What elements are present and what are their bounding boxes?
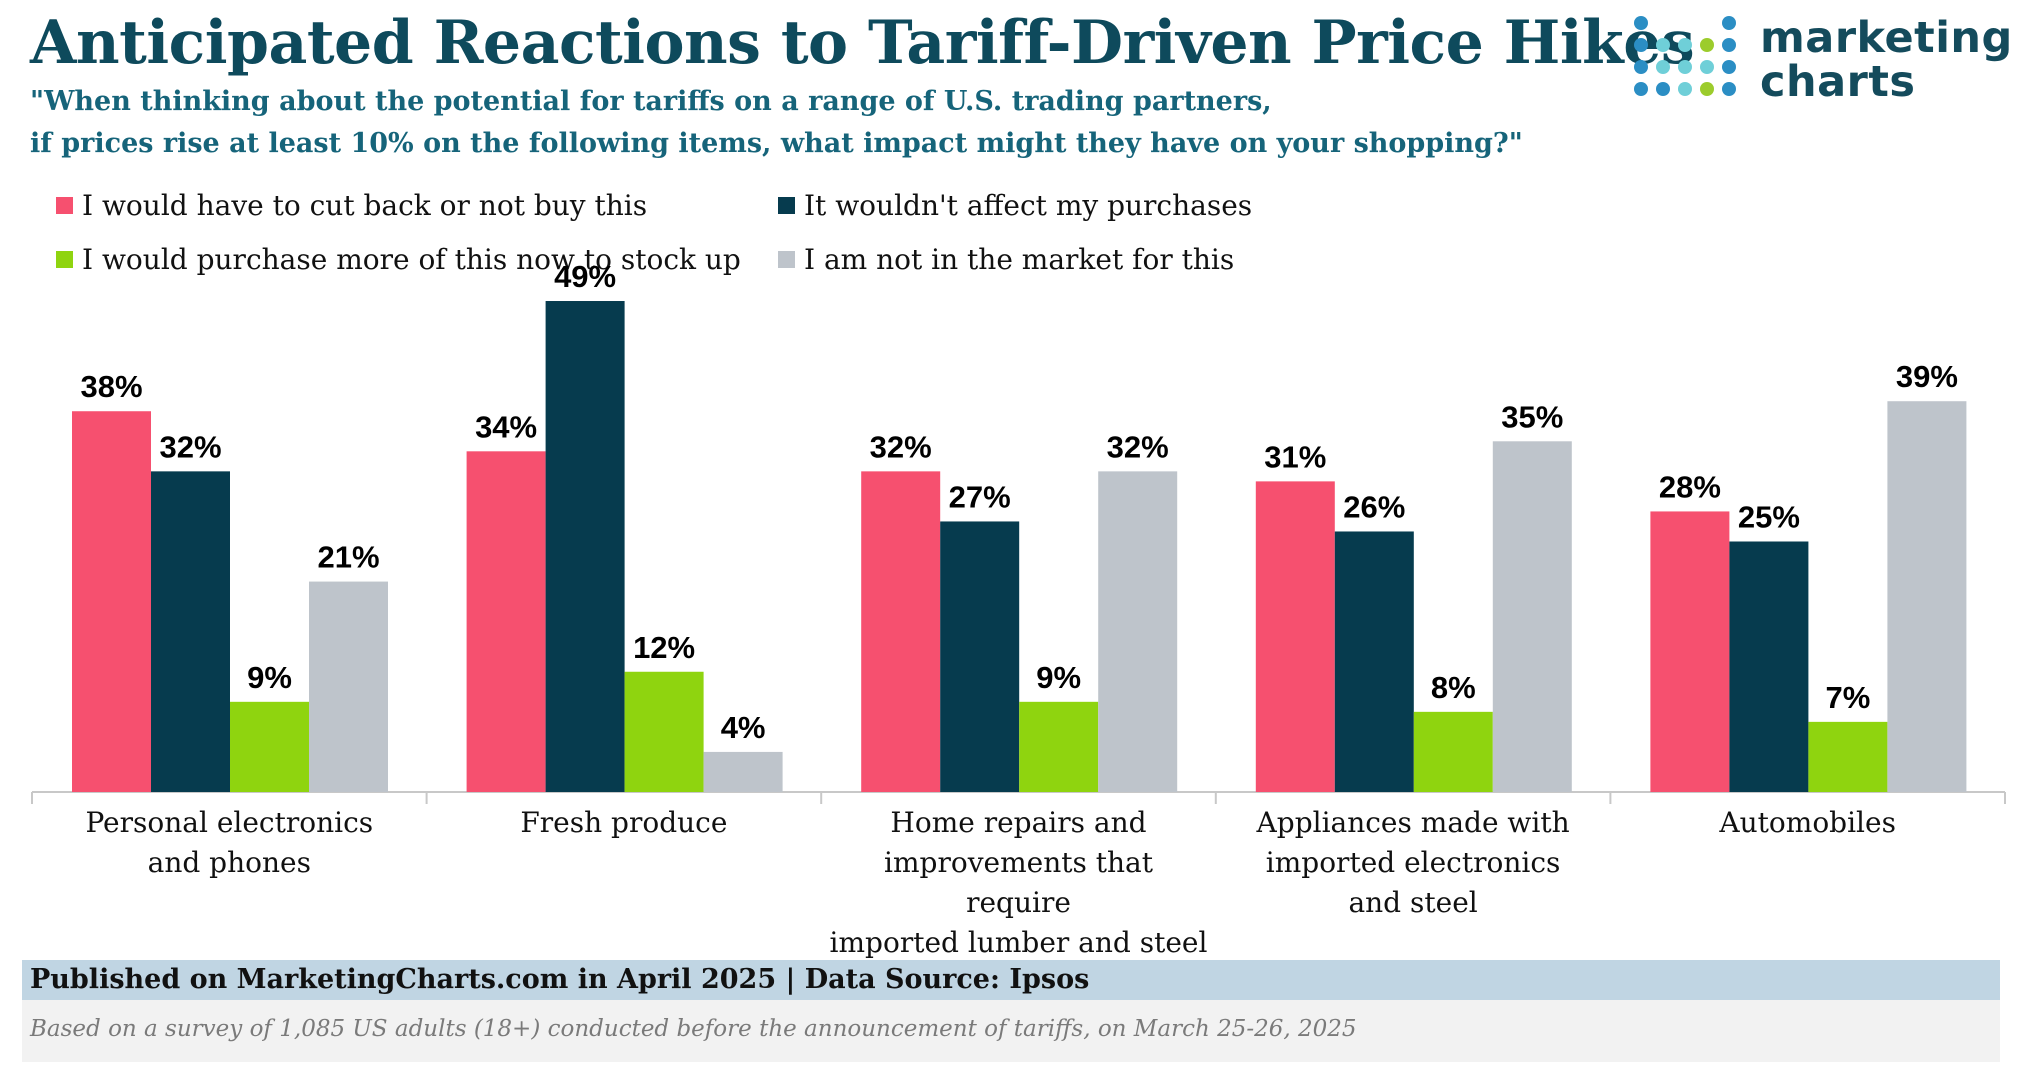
bar-series-2-category-0 bbox=[230, 701, 309, 792]
chart-subtitle-line-1: "When thinking about the potential for t… bbox=[30, 86, 1272, 117]
data-label-series-0-category-1: 34% bbox=[475, 409, 537, 444]
data-label-series-1-category-4: 25% bbox=[1738, 499, 1800, 534]
legend-item-stock-up: I would purchase more of this now to sto… bbox=[56, 243, 741, 277]
data-label-series-2-category-1: 12% bbox=[633, 630, 695, 665]
data-label-series-1-category-3: 26% bbox=[1343, 489, 1405, 524]
logo-dot bbox=[1634, 38, 1648, 52]
data-label-series-2-category-2: 9% bbox=[1036, 660, 1081, 695]
data-label-series-2-category-0: 9% bbox=[247, 660, 292, 695]
marketingcharts-logo: marketing charts bbox=[1634, 12, 2012, 112]
legend-swatch-stock-up bbox=[56, 251, 73, 268]
data-label-series-3-category-3: 35% bbox=[1501, 399, 1563, 434]
footer-bar: Published on MarketingCharts.com in Apri… bbox=[22, 960, 2000, 1000]
bar-series-1-category-2 bbox=[940, 521, 1020, 792]
logo-dot bbox=[1634, 60, 1648, 74]
data-label-series-2-category-4: 7% bbox=[1825, 680, 1870, 715]
legend-item-cut-back: I would have to cut back or not buy this bbox=[56, 189, 647, 223]
legend-item-not-in-market: I am not in the market for this bbox=[778, 243, 1234, 277]
data-label-series-3-category-0: 21% bbox=[317, 540, 379, 575]
bar-series-2-category-2 bbox=[1019, 701, 1099, 792]
logo-dot bbox=[1700, 60, 1714, 74]
legend-label-no-effect: It wouldn't affect my purchases bbox=[804, 189, 1253, 222]
category-label-3: Appliances made with imported electronic… bbox=[1256, 806, 1570, 919]
logo-line-1: marketing bbox=[1760, 13, 2013, 63]
data-label-series-0-category-2: 32% bbox=[870, 429, 932, 464]
legend-label-cut-back: I would have to cut back or not buy this bbox=[82, 189, 648, 222]
logo-dot bbox=[1722, 16, 1736, 30]
data-label-series-2-category-3: 8% bbox=[1431, 670, 1476, 705]
logo-dot bbox=[1656, 60, 1670, 74]
bar-series-1-category-1 bbox=[545, 301, 625, 792]
bar-series-3-category-1 bbox=[703, 751, 783, 792]
data-label-series-1-category-1: 49% bbox=[554, 259, 616, 294]
bar-series-3-category-4 bbox=[1887, 401, 1967, 792]
legend-item-no-effect: It wouldn't affect my purchases bbox=[778, 189, 1252, 223]
bar-series-1-category-3 bbox=[1334, 531, 1414, 792]
logo-dot bbox=[1700, 38, 1714, 52]
bar-series-2-category-1 bbox=[624, 671, 704, 792]
logo-wordmark: marketing charts bbox=[1760, 16, 2013, 104]
logo-dot bbox=[1700, 82, 1714, 96]
logo-dot bbox=[1634, 82, 1648, 96]
data-label-series-0-category-4: 28% bbox=[1659, 469, 1721, 504]
logo-dot bbox=[1678, 38, 1692, 52]
bar-series-2-category-3 bbox=[1413, 711, 1493, 792]
category-label-2: Home repairs and improvements that requi… bbox=[829, 806, 1208, 959]
bar-chart: 38% 32% 9% 21% 34% 49% 12% 4% 32% 27% 9% 32% 31% 26% 8… bbox=[31, 259, 2006, 804]
bar-series-0-category-0 bbox=[72, 411, 151, 792]
logo-dot bbox=[1656, 38, 1670, 52]
publication-source: Published on MarketingCharts.com in Apri… bbox=[30, 964, 1090, 995]
survey-note-bar: Based on a survey of 1,085 US adults (18… bbox=[22, 1000, 2000, 1062]
logo-dot bbox=[1634, 16, 1648, 30]
logo-dot bbox=[1722, 60, 1736, 74]
chart-title: Anticipated Reactions to Tariff-Driven P… bbox=[30, 8, 1695, 78]
legend-swatch-no-effect bbox=[778, 197, 795, 214]
bar-series-0-category-2 bbox=[861, 471, 941, 792]
legend-label-stock-up: I would purchase more of this now to sto… bbox=[82, 243, 741, 276]
bar-series-2-category-4 bbox=[1808, 721, 1888, 792]
logo-dot bbox=[1722, 38, 1736, 52]
bar-series-3-category-2 bbox=[1098, 471, 1178, 792]
category-label-1: Fresh produce bbox=[520, 806, 728, 839]
logo-dot bbox=[1678, 82, 1692, 96]
logo-dot bbox=[1722, 82, 1736, 96]
legend-swatch-not-in-market bbox=[778, 251, 795, 268]
bar-series-0-category-1 bbox=[466, 451, 546, 792]
category-label-0: Personal electronics and phones bbox=[85, 806, 374, 879]
bar-series-0-category-4 bbox=[1650, 511, 1730, 792]
data-label-series-3-category-4: 39% bbox=[1896, 359, 1958, 394]
bar-series-0-category-3 bbox=[1255, 481, 1335, 792]
data-label-series-0-category-3: 31% bbox=[1264, 439, 1326, 474]
legend-label-not-in-market: I am not in the market for this bbox=[804, 243, 1235, 276]
legend-swatch-cut-back bbox=[56, 197, 73, 214]
data-label-series-3-category-1: 4% bbox=[721, 710, 766, 745]
data-label-series-1-category-0: 32% bbox=[159, 429, 221, 464]
bar-series-1-category-0 bbox=[151, 471, 230, 792]
data-label-series-0-category-0: 38% bbox=[80, 369, 142, 404]
logo-dot bbox=[1678, 60, 1692, 74]
bar-series-3-category-0 bbox=[309, 581, 388, 792]
logo-dot bbox=[1656, 82, 1670, 96]
bar-series-3-category-3 bbox=[1492, 441, 1572, 792]
data-label-series-1-category-2: 27% bbox=[949, 479, 1011, 514]
data-label-series-3-category-2: 32% bbox=[1107, 429, 1169, 464]
logo-line-2: charts bbox=[1760, 57, 1916, 107]
survey-note: Based on a survey of 1,085 US adults (18… bbox=[30, 1016, 1357, 1042]
chart-subtitle-line-2: if prices rise at least 10% on the follo… bbox=[30, 128, 1523, 159]
bar-series-1-category-4 bbox=[1729, 541, 1809, 792]
category-label-4: Automobiles bbox=[1719, 806, 1896, 839]
